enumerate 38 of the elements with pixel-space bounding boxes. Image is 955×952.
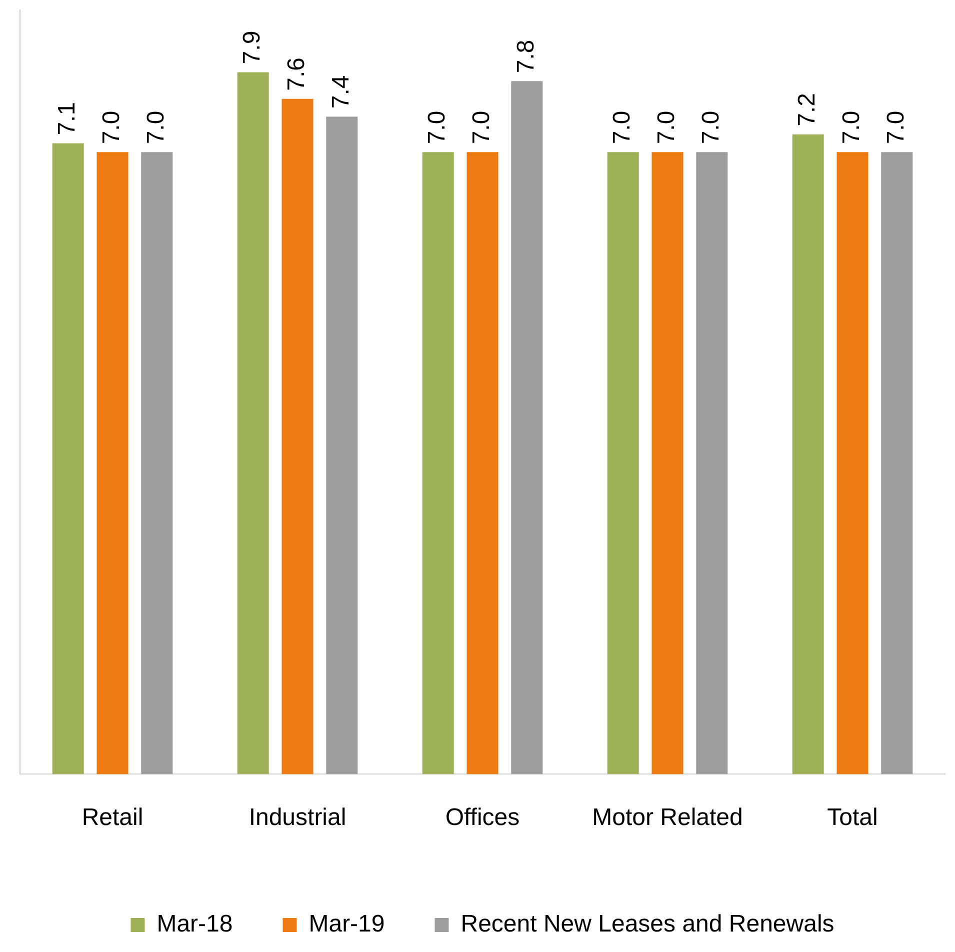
- data-label: 7.0: [882, 110, 910, 144]
- data-label: 7.0: [653, 110, 680, 144]
- data-label: 7.9: [238, 30, 266, 64]
- x-tick-label: Offices: [445, 804, 520, 832]
- bar: [422, 152, 454, 774]
- x-tick-label: Industrial: [248, 804, 346, 832]
- bar: [511, 81, 543, 774]
- legend-label: Mar-18: [156, 910, 233, 938]
- legend-label: Recent New Leases and Renewals: [460, 910, 834, 938]
- data-label: 7.4: [328, 75, 355, 109]
- bar: [466, 152, 498, 774]
- bar: [836, 152, 868, 774]
- data-label: 7.8: [512, 40, 540, 74]
- data-label: 7.0: [424, 110, 451, 144]
- bar: [326, 116, 358, 774]
- bar: [607, 152, 639, 774]
- data-label: 7.0: [838, 110, 866, 144]
- bar: [52, 143, 84, 774]
- data-label: 7.0: [608, 110, 636, 144]
- bar: [96, 152, 128, 774]
- legend-label: Mar-19: [308, 910, 385, 938]
- bar: [652, 152, 684, 774]
- bar: [792, 134, 824, 774]
- bar: [282, 98, 314, 774]
- bar: [696, 152, 728, 774]
- x-tick-label: Retail: [82, 804, 144, 832]
- data-label: 7.2: [794, 93, 821, 126]
- data-label: 7.0: [698, 110, 725, 144]
- x-tick-label: Total: [827, 804, 878, 832]
- data-label: 7.0: [98, 110, 126, 144]
- bar: [141, 152, 173, 774]
- data-label: 7.6: [283, 57, 310, 91]
- data-label: 7.0: [142, 110, 170, 144]
- data-label: 7.1: [54, 102, 81, 136]
- x-tick-label: Motor Related: [592, 804, 743, 832]
- bar: [881, 152, 913, 774]
- data-label: 7.0: [468, 110, 496, 144]
- bar: [237, 72, 269, 774]
